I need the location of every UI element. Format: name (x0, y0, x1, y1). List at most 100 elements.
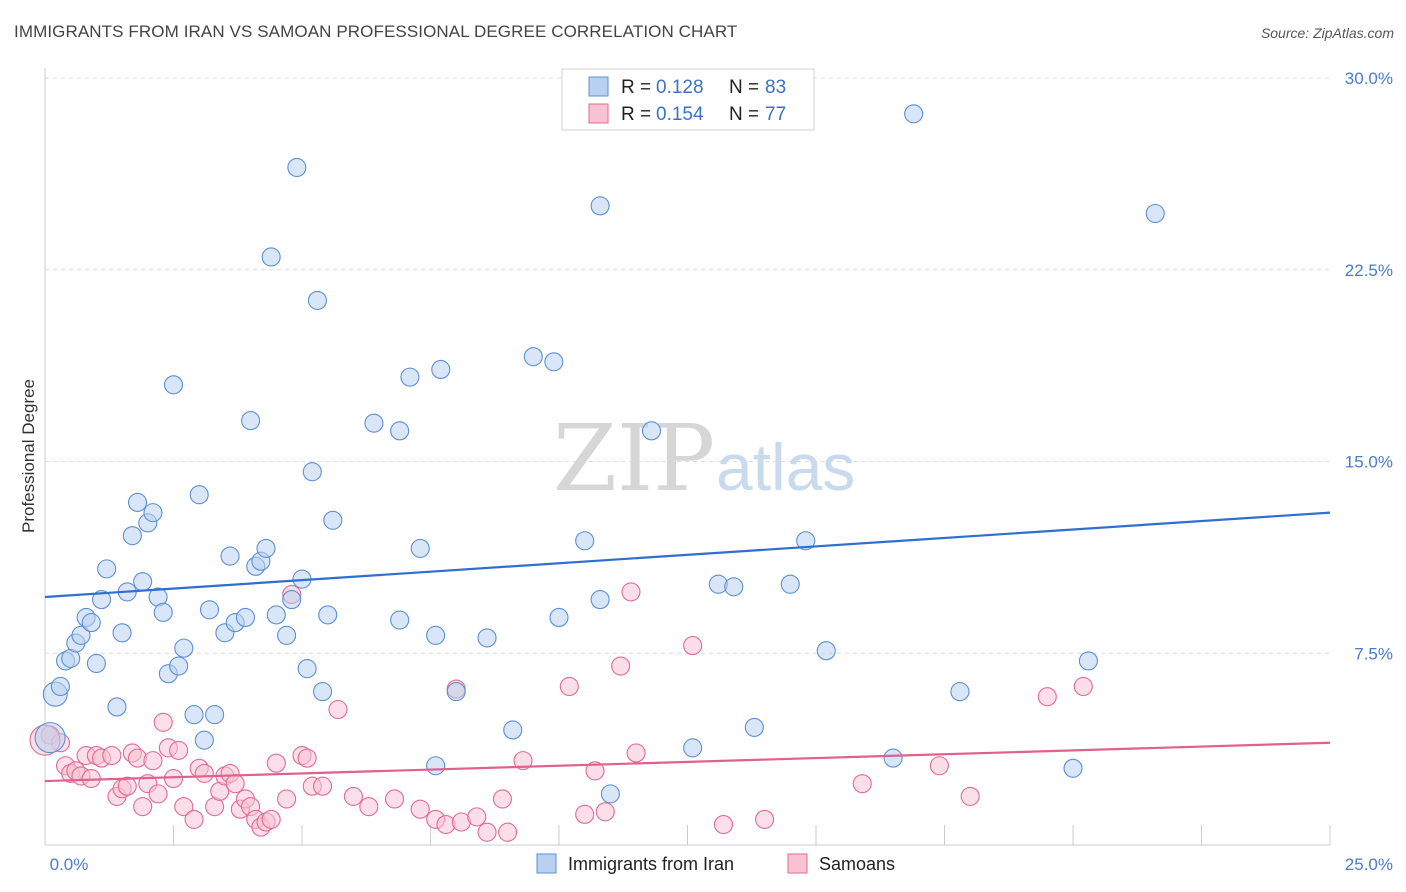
tick-labels: 7.5% 15.0% 22.5% 30.0% 0.0% 25.0% (50, 69, 1393, 874)
x-tick-label: 0.0% (50, 855, 89, 874)
trend-lines (44, 511, 1331, 783)
point-iran (400, 367, 420, 387)
point-samoans (595, 802, 615, 822)
point-samoans (297, 748, 317, 768)
y-tick-label: 22.5% (1345, 261, 1393, 280)
point-samoans (713, 814, 734, 835)
point-iran (724, 577, 744, 597)
point-iran (796, 531, 816, 551)
point-samoans (492, 789, 513, 809)
bottom-legend-label-samoans: Samoans (819, 854, 895, 874)
point-iran (199, 600, 220, 620)
point-iran (883, 748, 903, 768)
point-samoans (225, 774, 245, 794)
point-iran (549, 607, 569, 628)
point-iran (194, 730, 214, 750)
x-tick-label: 25.0% (1345, 855, 1393, 874)
watermark-atlas: atlas (716, 430, 855, 504)
point-iran (390, 610, 410, 630)
point-samoans (852, 774, 872, 794)
point-samoans (194, 763, 214, 783)
point-samoans (261, 809, 281, 829)
legend-swatch-samoans (588, 103, 609, 124)
point-iran (683, 738, 703, 758)
point-iran (282, 590, 302, 610)
legend-box: R = 0.128 N = 83 R = 0.154 N = 77 (561, 68, 815, 131)
grid-lines (45, 77, 1330, 654)
point-iran (287, 157, 307, 178)
legend-r-label-1: R = (621, 77, 651, 98)
point-iran (266, 605, 286, 625)
point-samoans (117, 776, 137, 796)
point-samoans (585, 761, 605, 781)
legend-r-label-2: R = (621, 104, 651, 125)
point-samoans (575, 804, 595, 824)
point-iran (302, 462, 322, 482)
point-iran (241, 411, 261, 431)
point-iran (600, 784, 620, 804)
chart-title: IMMIGRANTS FROM IRAN VS SAMOAN PROFESSIO… (14, 22, 738, 41)
point-samoans (184, 809, 204, 829)
point-iran (112, 623, 132, 643)
point-iran (235, 607, 256, 628)
point-samoans (148, 784, 168, 804)
y-tick-label: 7.5% (1354, 644, 1393, 663)
point-iran (318, 605, 338, 625)
legend-n-value-2: 77 (765, 104, 786, 125)
point-iran (71, 625, 91, 645)
point-samoans (1037, 687, 1057, 707)
point-samoans (143, 751, 163, 771)
source-note: Source: ZipAtlas.com (1260, 25, 1394, 41)
point-samoans (153, 712, 173, 732)
point-iran (590, 196, 610, 216)
point-iran (50, 676, 70, 697)
point-iran (107, 697, 127, 717)
point-iran (256, 538, 276, 558)
watermark: ZIP atlas (553, 405, 855, 512)
point-samoans (174, 797, 194, 817)
point-iran (34, 722, 66, 754)
point-iran (174, 638, 194, 658)
point-iran (133, 572, 153, 592)
point-iran (780, 574, 800, 594)
point-iran (189, 485, 209, 505)
point-iran (590, 590, 610, 610)
point-iran (431, 359, 451, 380)
point-iran (950, 682, 970, 702)
point-iran (426, 625, 446, 645)
point-iran (410, 538, 430, 558)
point-iran (426, 756, 446, 776)
point-iran (184, 705, 204, 725)
point-samoans (133, 797, 153, 817)
legend-swatch-iran (588, 76, 609, 97)
point-samoans (384, 789, 405, 809)
point-samoans (410, 799, 430, 819)
point-samoans (1073, 676, 1093, 697)
point-samoans (621, 582, 641, 602)
bottom-legend-label-iran: Immigrants from Iran (568, 854, 734, 874)
point-iran (523, 347, 543, 367)
point-samoans (313, 776, 333, 796)
point-samoans (755, 809, 775, 829)
point-iran (297, 659, 317, 679)
y-tick-label: 15.0% (1345, 453, 1393, 472)
point-samoans (683, 636, 703, 656)
point-iran (575, 531, 595, 551)
legend-r-value-2: 0.154 (656, 104, 704, 125)
point-iran (816, 641, 836, 661)
point-samoans (929, 756, 949, 776)
point-iran (307, 290, 327, 310)
y-tick-label: 30.0% (1345, 69, 1393, 88)
point-samoans (169, 740, 189, 760)
point-iran (220, 546, 240, 566)
point-iran (477, 628, 497, 648)
point-iran (744, 717, 764, 737)
y-axis-label: Professional Degree (19, 379, 38, 533)
point-iran (544, 352, 564, 372)
point-iran (169, 656, 189, 676)
point-iran (323, 510, 343, 530)
point-iran (641, 421, 662, 441)
point-iran (143, 503, 163, 523)
bottom-legend-swatch-samoans (787, 853, 808, 874)
